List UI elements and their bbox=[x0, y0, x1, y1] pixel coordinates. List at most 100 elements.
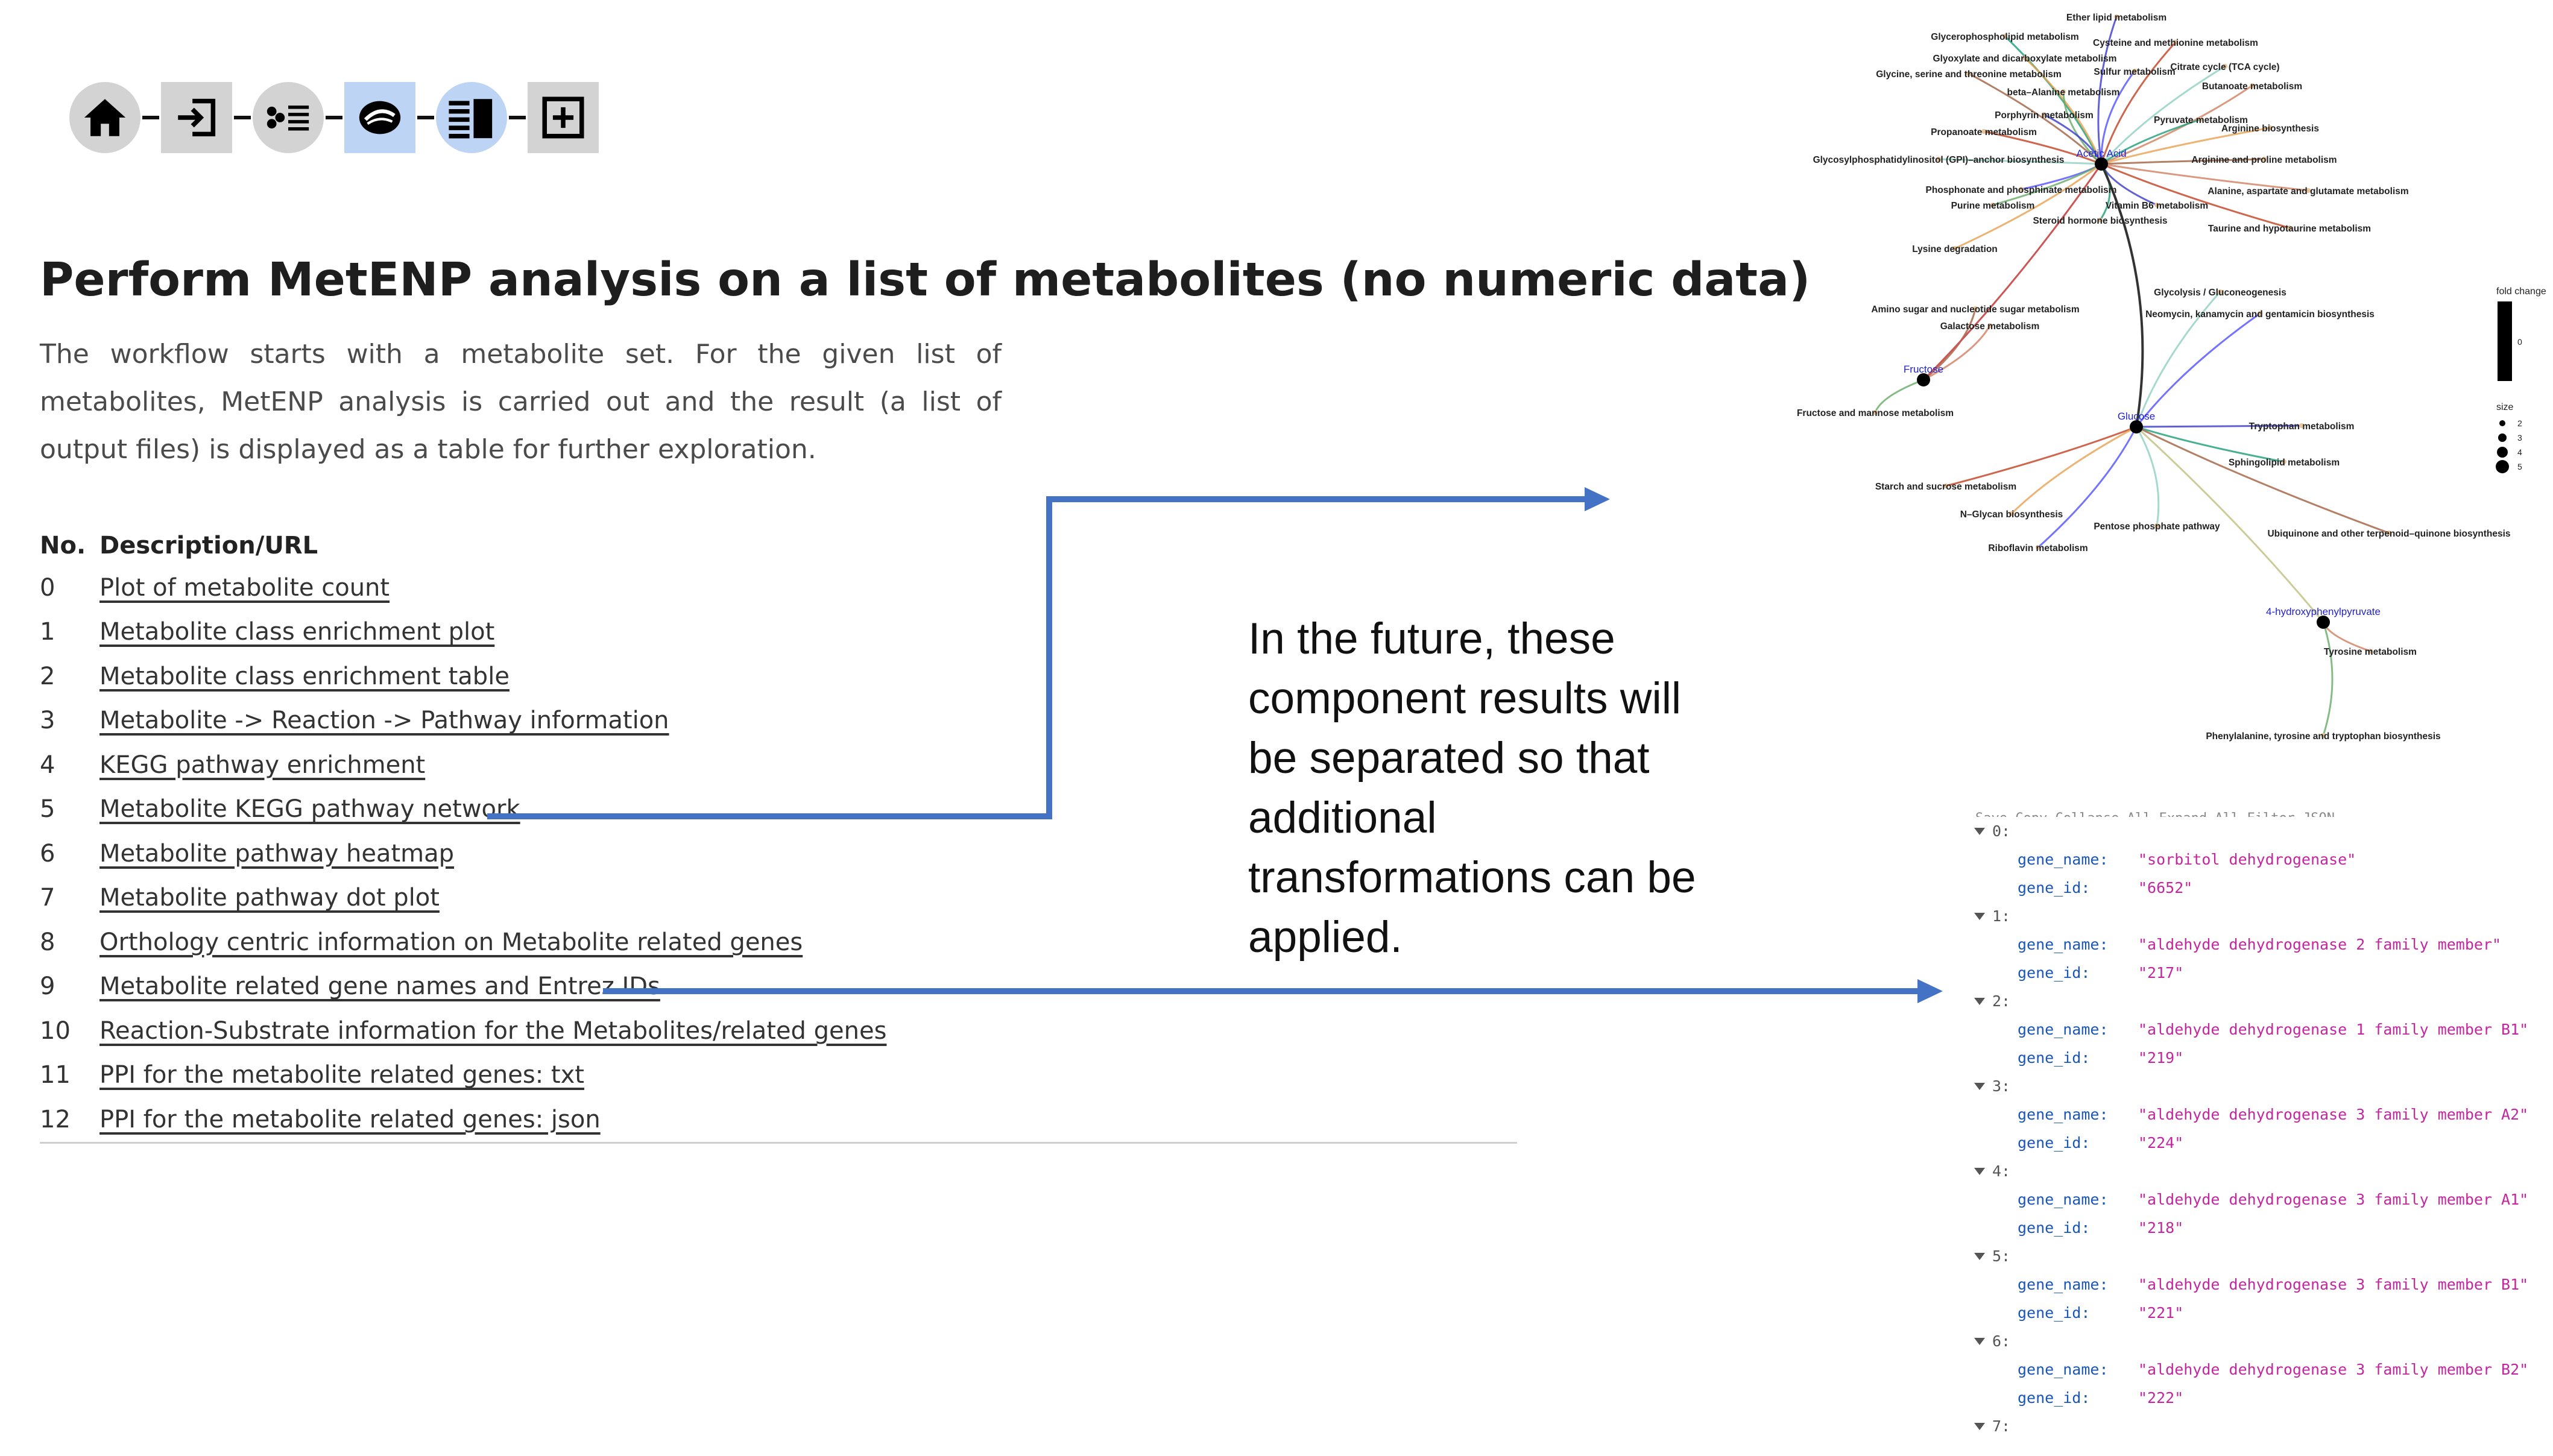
json-array-index[interactable]: 0: bbox=[1972, 817, 2553, 845]
pathway-label: Amino sugar and nucleotide sugar metabol… bbox=[1871, 304, 2079, 315]
pathway-label: beta–Alanine metabolism bbox=[2007, 87, 2120, 98]
pathway-node bbox=[2173, 40, 2178, 45]
toolbar-connector bbox=[326, 116, 342, 119]
output-file-link[interactable]: Metabolite pathway heatmap bbox=[99, 839, 454, 868]
network-edge bbox=[1938, 158, 2102, 165]
home-button[interactable] bbox=[69, 82, 140, 153]
json-array-index[interactable]: 1: bbox=[1972, 902, 2553, 930]
panel-list-button[interactable] bbox=[436, 82, 507, 153]
json-array-index[interactable]: 4: bbox=[1972, 1157, 2553, 1185]
pathway-node bbox=[2154, 523, 2159, 528]
json-index-label: 6: bbox=[1992, 1332, 2011, 1350]
pathway-node bbox=[2387, 531, 2391, 535]
json-row: gene_id: "221" bbox=[1972, 1299, 2553, 1327]
pathway-node bbox=[2268, 125, 2273, 130]
pathway-label: Lysine degradation bbox=[1912, 244, 1998, 254]
expand-triangle-icon[interactable] bbox=[1974, 1082, 1985, 1090]
pathway-label: Glycosylphosphatidylinositol (GPI)–ancho… bbox=[1813, 155, 2065, 165]
json-value: "219" bbox=[2138, 1049, 2184, 1067]
output-file-link[interactable]: Metabolite class enrichment table bbox=[99, 662, 510, 690]
pathway-label: Porphyrin metabolism bbox=[1995, 110, 2094, 121]
json-row: gene_name: "aldehyde dehydrogenase 3 fami… bbox=[1972, 1185, 2553, 1214]
json-array-index[interactable]: 3: bbox=[1972, 1072, 2553, 1100]
json-array-index[interactable]: 2: bbox=[1972, 987, 2553, 1015]
pathway-label: Butanoate metabolism bbox=[2202, 81, 2302, 92]
import-button[interactable] bbox=[161, 82, 232, 153]
row-number: 3 bbox=[40, 707, 55, 735]
view-button[interactable] bbox=[344, 82, 415, 153]
row-number: 1 bbox=[40, 618, 55, 646]
pathway-label: Riboflavin metabolism bbox=[1988, 543, 2088, 553]
json-toolbar: Save Copy Collapse All Expand All Filter… bbox=[1975, 811, 2553, 817]
network-edge bbox=[2101, 127, 2271, 165]
expand-triangle-icon[interactable] bbox=[1974, 1337, 1985, 1345]
plus-box-icon bbox=[542, 96, 584, 139]
network-edge bbox=[2101, 163, 2290, 229]
metabolite-node bbox=[2130, 420, 2143, 433]
column-header-description: Description/URL bbox=[99, 532, 318, 559]
json-array-index[interactable]: 6: bbox=[1972, 1327, 2553, 1355]
list-points-button[interactable] bbox=[253, 82, 324, 153]
table-row: 0 Plot of metabolite count bbox=[40, 566, 1517, 610]
expand-triangle-icon[interactable] bbox=[1974, 1167, 1985, 1175]
add-button[interactable] bbox=[528, 82, 599, 153]
json-value: "224" bbox=[2138, 1134, 2184, 1152]
output-file-link[interactable]: PPI for the metabolite related genes: js… bbox=[99, 1105, 601, 1133]
json-value: "aldehyde dehydrogenase 3 family member … bbox=[2138, 1361, 2529, 1378]
expand-triangle-icon[interactable] bbox=[1974, 1422, 1985, 1430]
pathway-node bbox=[2262, 157, 2267, 162]
table-row: 3 Metabolite -> Reaction -> Pathway infor… bbox=[40, 699, 1517, 743]
output-file-link[interactable]: KEGG pathway enrichment bbox=[99, 751, 426, 779]
toolbar-connector bbox=[417, 116, 434, 119]
json-row: gene_id: "217" bbox=[1972, 959, 2553, 987]
json-key: gene_name: bbox=[2018, 851, 2109, 868]
expand-triangle-icon[interactable] bbox=[1974, 1252, 1985, 1260]
pathway-label: Taurine and hypotaurine metabolism bbox=[2208, 224, 2371, 234]
json-key: gene_id: bbox=[2018, 1304, 2091, 1322]
legend-size-title: size bbox=[2496, 402, 2514, 412]
row-number: 11 bbox=[40, 1061, 71, 1089]
pathway-label: Arginine biosynthesis bbox=[2221, 124, 2319, 134]
output-file-link[interactable]: Orthology centric information on Metabol… bbox=[99, 928, 803, 956]
network-edge bbox=[2136, 424, 2302, 428]
row-number: 4 bbox=[40, 751, 55, 779]
output-file-link[interactable]: PPI for the metabolite related genes: tx… bbox=[99, 1061, 584, 1089]
json-row: gene_id: "224" bbox=[1972, 1129, 2553, 1157]
workflow-toolbar bbox=[69, 81, 599, 154]
pathway-label: Glycine, serine and threonine metabolism bbox=[1876, 69, 2062, 80]
output-file-link[interactable]: Reaction-Substrate information for the M… bbox=[99, 1016, 887, 1045]
pathway-label: Steroid hormone biosynthesis bbox=[2033, 216, 2167, 226]
workflow-description: The workflow starts with a metabolite se… bbox=[40, 339, 1002, 465]
json-value: "217" bbox=[2138, 964, 2184, 982]
network-edge bbox=[2062, 91, 2103, 165]
table-header: No. Description/URL bbox=[40, 526, 1517, 566]
json-row: gene_id: "222" bbox=[1972, 1384, 2553, 1412]
table-row: 8 Orthology centric information on Metabo… bbox=[40, 920, 1517, 965]
pathway-node bbox=[1981, 129, 1986, 134]
network-edge bbox=[1945, 426, 2137, 487]
expand-triangle-icon[interactable] bbox=[1974, 997, 1985, 1005]
json-key: gene_id: bbox=[2018, 1049, 2091, 1067]
expand-triangle-icon[interactable] bbox=[1974, 827, 1985, 835]
json-row: gene_name: "aldehyde dehydrogenase 3 fami… bbox=[1972, 1355, 2553, 1384]
pathway-node bbox=[2306, 188, 2311, 193]
json-array-index[interactable]: 5: bbox=[1972, 1242, 2553, 1270]
pathway-node bbox=[2258, 311, 2262, 316]
output-file-link[interactable]: Metabolite -> Reaction -> Pathway inform… bbox=[99, 707, 669, 735]
pathway-node bbox=[2114, 14, 2119, 19]
pathway-label: Sulfur metabolism bbox=[2094, 67, 2175, 77]
row-number: 6 bbox=[40, 839, 55, 868]
output-file-link[interactable]: Metabolite pathway dot plot bbox=[99, 884, 440, 912]
output-file-link[interactable]: Metabolite related gene names and Entrez… bbox=[99, 972, 660, 1001]
network-edge bbox=[1874, 379, 1924, 413]
output-file-link[interactable]: Metabolite class enrichment plot bbox=[99, 618, 495, 646]
pathway-label: Purine metabolism bbox=[1951, 201, 2035, 211]
row-number: 12 bbox=[40, 1105, 71, 1133]
output-file-link[interactable]: Metabolite KEGG pathway network bbox=[99, 795, 520, 824]
output-file-link[interactable]: Plot of metabolite count bbox=[99, 573, 390, 602]
table-row: 7 Metabolite pathway dot plot bbox=[40, 876, 1517, 921]
json-array-index[interactable]: 7: bbox=[1972, 1412, 2553, 1440]
home-icon bbox=[84, 99, 126, 136]
pathway-label: Galactose metabolism bbox=[1940, 321, 2040, 332]
expand-triangle-icon[interactable] bbox=[1974, 912, 1985, 920]
